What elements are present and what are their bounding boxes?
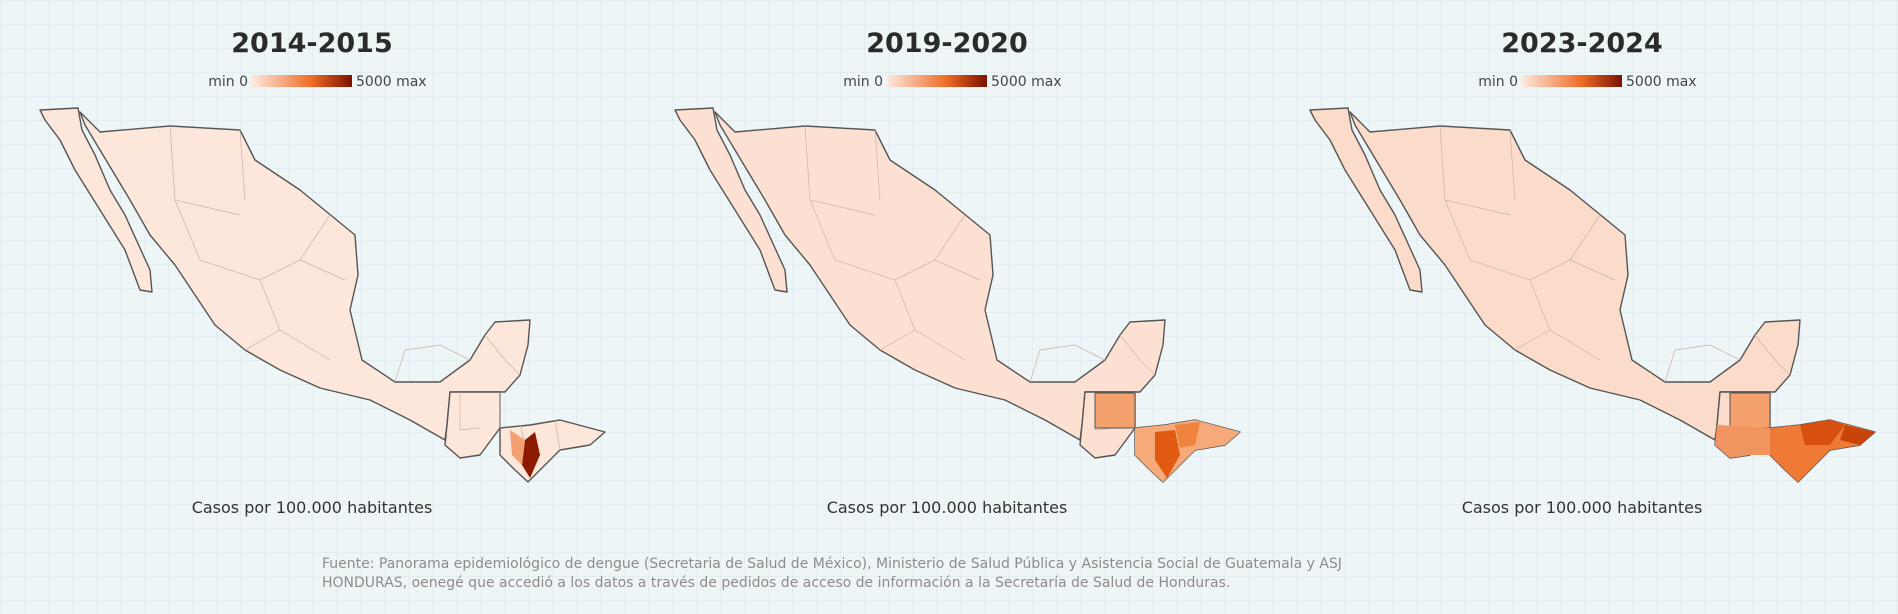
- legend-gradient: [887, 75, 987, 87]
- legend-max: 5000 max: [991, 74, 1062, 90]
- source-note: Fuente: Panorama epidemiológico de dengu…: [322, 556, 1342, 591]
- map: [674, 107, 1241, 483]
- legend-max: 5000 max: [356, 74, 427, 90]
- panel: [674, 107, 1241, 483]
- panel-title: 2023-2024: [1501, 28, 1663, 59]
- panel-title: 2019-2020: [866, 28, 1028, 59]
- legend-min: min 0: [1478, 74, 1518, 90]
- legend-min: min 0: [208, 74, 248, 90]
- panel-title: 2014-2015: [231, 28, 393, 59]
- region: [1175, 422, 1200, 448]
- caption: Casos por 100.000 habitantes: [1462, 498, 1703, 517]
- panel: [39, 107, 606, 483]
- panel: [1309, 107, 1876, 483]
- legend-min: min 0: [843, 74, 883, 90]
- region: [1800, 420, 1845, 445]
- legend-gradient: [252, 75, 352, 87]
- region: [1715, 425, 1770, 458]
- legend-gradient: [1522, 75, 1622, 87]
- caption: Casos por 100.000 habitantes: [827, 498, 1068, 517]
- caption: Casos por 100.000 habitantes: [192, 498, 433, 517]
- map: [39, 107, 606, 483]
- region: [1840, 425, 1875, 445]
- region: [1155, 430, 1180, 478]
- region: [1729, 392, 1771, 429]
- region: [510, 430, 525, 465]
- region: [522, 432, 540, 478]
- map: [1309, 107, 1876, 483]
- region: [1094, 392, 1136, 429]
- legend-max: 5000 max: [1626, 74, 1697, 90]
